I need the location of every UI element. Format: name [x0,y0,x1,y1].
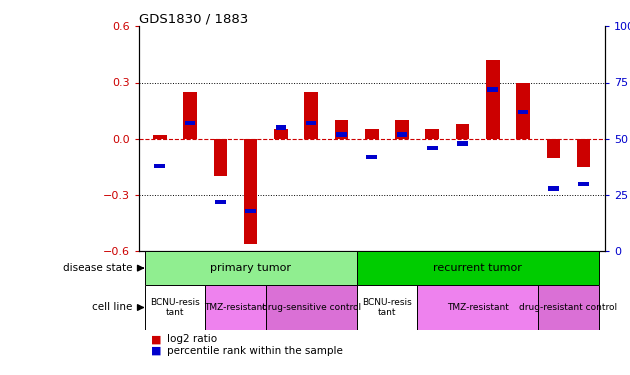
Bar [336,132,346,136]
Bar [183,92,197,139]
Bar [538,285,598,330]
Text: primary tumor: primary tumor [210,263,291,273]
Text: drug-sensitive control: drug-sensitive control [261,303,361,312]
Bar [266,285,357,330]
Bar [215,200,226,204]
Bar [546,139,560,158]
Bar [367,154,377,159]
Text: recurrent tumor: recurrent tumor [433,263,522,273]
Text: drug-resistant control: drug-resistant control [519,303,617,312]
Bar [275,125,286,130]
Bar [397,132,407,136]
Bar [274,129,288,139]
Text: ■: ■ [151,334,162,344]
Bar [145,251,357,285]
Bar [425,129,439,139]
Bar [304,92,318,139]
Bar [154,164,165,168]
Bar [145,285,205,330]
Bar [548,186,559,190]
Bar [395,120,409,139]
Text: ■: ■ [151,346,162,355]
Bar [417,285,538,330]
Bar [306,121,316,125]
Bar [335,120,348,139]
Bar [214,139,227,176]
Bar [244,139,258,244]
Bar [185,121,195,125]
Text: cell line: cell line [92,303,132,312]
Bar [518,110,529,114]
Text: disease state: disease state [63,263,132,273]
Text: BCNU-resis
tant: BCNU-resis tant [150,298,200,317]
Bar [486,60,500,139]
Bar [577,139,590,167]
Bar [578,182,589,186]
Bar [427,146,438,150]
Text: TMZ-resistant: TMZ-resistant [205,303,266,312]
Bar [455,124,469,139]
Text: GDS1830 / 1883: GDS1830 / 1883 [139,12,248,25]
Bar [457,141,468,146]
Bar [516,82,530,139]
Bar [153,135,166,139]
Text: TMZ-resistant: TMZ-resistant [447,303,508,312]
Bar [488,87,498,92]
Text: percentile rank within the sample: percentile rank within the sample [167,346,343,355]
Bar [365,129,379,139]
Bar [205,285,266,330]
Bar [357,251,598,285]
Bar [245,209,256,213]
Text: log2 ratio: log2 ratio [167,334,217,344]
Bar [357,285,417,330]
Text: BCNU-resis
tant: BCNU-resis tant [362,298,412,317]
